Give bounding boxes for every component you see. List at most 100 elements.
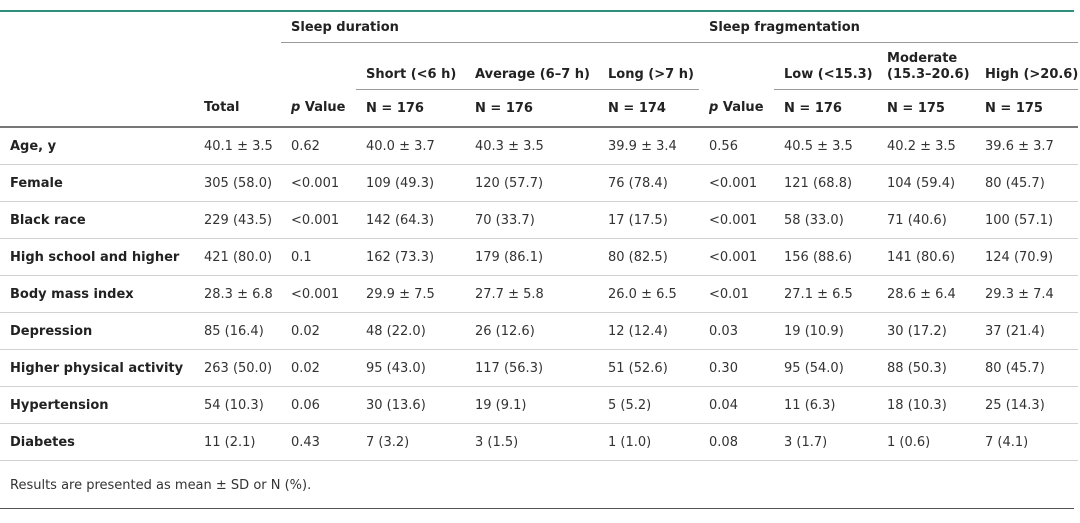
subheader-average: Average (6–7 h)	[465, 42, 598, 90]
group-header-sleep-duration: Sleep duration	[281, 12, 700, 43]
table-row: Hypertension 54 (10.3) 0.06 30 (13.6) 19 (9.…	[0, 386, 1079, 424]
column-header-n-average: N = 176	[465, 89, 598, 128]
column-header-total: Total	[194, 89, 281, 128]
cell-p-dur: 0.06	[281, 386, 356, 424]
cell-p-frag: 0.30	[699, 349, 775, 387]
cell-total: 85 (16.4)	[194, 312, 281, 350]
cell-p-dur: <0.001	[281, 201, 356, 239]
cell-total: 229 (43.5)	[194, 201, 281, 239]
cell-average: 19 (9.1)	[465, 386, 598, 424]
cell-high: 37 (21.4)	[975, 312, 1079, 350]
cell-average: 40.3 ± 3.5	[465, 127, 598, 165]
cell-short: 40.0 ± 3.7	[356, 127, 465, 165]
cell-high: 124 (70.9)	[975, 238, 1079, 276]
baseline-characteristics-table: Sleep duration Sleep fragmentation Short…	[0, 12, 1079, 461]
cell-low: 95 (54.0)	[774, 349, 878, 387]
subheader-high: High (>20.6)	[975, 42, 1079, 90]
cell-label: Hypertension	[0, 386, 194, 424]
cell-high: 39.6 ± 3.7	[975, 127, 1079, 165]
table-footnote: Results are presented as mean ± SD or N …	[10, 478, 312, 493]
table-row: Female 305 (58.0) <0.001 109 (49.3) 120 (57.…	[0, 164, 1079, 202]
cell-total: 11 (2.1)	[194, 423, 281, 461]
subheader-long: Long (>7 h)	[598, 42, 700, 90]
cell-p-dur: 0.43	[281, 423, 356, 461]
cell-p-frag: 0.03	[699, 312, 775, 350]
cell-long: 76 (78.4)	[598, 164, 700, 202]
cell-total: 263 (50.0)	[194, 349, 281, 387]
cell-moderate: 141 (80.6)	[877, 238, 976, 276]
cell-long: 17 (17.5)	[598, 201, 700, 239]
cell-label: Higher physical activity	[0, 349, 194, 387]
cell-p-dur: 0.02	[281, 349, 356, 387]
cell-short: 162 (73.3)	[356, 238, 465, 276]
cell-low: 3 (1.7)	[774, 423, 878, 461]
cell-low: 156 (88.6)	[774, 238, 878, 276]
cell-short: 7 (3.2)	[356, 423, 465, 461]
cell-average: 70 (33.7)	[465, 201, 598, 239]
cell-average: 117 (56.3)	[465, 349, 598, 387]
cell-p-dur: <0.001	[281, 164, 356, 202]
table-row: Depression 85 (16.4) 0.02 48 (22.0) 26 (12.6…	[0, 312, 1079, 350]
subheader-short: Short (<6 h)	[356, 42, 465, 90]
table-body: Age, y 40.1 ± 3.5 0.62 40.0 ± 3.7 40.3 ± 3.5…	[0, 127, 1079, 461]
table-row: Age, y 40.1 ± 3.5 0.62 40.0 ± 3.7 40.3 ± 3.5…	[0, 127, 1079, 165]
cell-total: 54 (10.3)	[194, 386, 281, 424]
cell-p-frag: <0.01	[699, 275, 775, 313]
cell-p-frag: <0.001	[699, 201, 775, 239]
cell-low: 27.1 ± 6.5	[774, 275, 878, 313]
cell-p-frag: <0.001	[699, 238, 775, 276]
cell-p-frag: 0.04	[699, 386, 775, 424]
cell-high: 7 (4.1)	[975, 423, 1079, 461]
cell-long: 1 (1.0)	[598, 423, 700, 461]
cell-short: 95 (43.0)	[356, 349, 465, 387]
cell-p-frag: 0.56	[699, 127, 775, 165]
table-row: Higher physical activity 263 (50.0) 0.02 95…	[0, 349, 1079, 387]
subheader-low: Low (<15.3)	[774, 42, 878, 90]
table-row: Body mass index 28.3 ± 6.8 <0.001 29.9 ± 7.…	[0, 275, 1079, 313]
cell-high: 29.3 ± 7.4	[975, 275, 1079, 313]
subheader-moderate-line2: (15.3–20.6)	[887, 67, 970, 82]
column-header-n-moderate: N = 175	[877, 89, 976, 128]
cell-total: 40.1 ± 3.5	[194, 127, 281, 165]
cell-long: 5 (5.2)	[598, 386, 700, 424]
cell-p-dur: 0.62	[281, 127, 356, 165]
cell-average: 3 (1.5)	[465, 423, 598, 461]
group-header-sleep-fragmentation: Sleep fragmentation	[699, 12, 1079, 43]
cell-long: 12 (12.4)	[598, 312, 700, 350]
cell-short: 109 (49.3)	[356, 164, 465, 202]
cell-label: Body mass index	[0, 275, 194, 313]
cell-p-frag: 0.08	[699, 423, 775, 461]
cell-high: 100 (57.1)	[975, 201, 1079, 239]
cell-high: 80 (45.7)	[975, 349, 1079, 387]
cell-moderate: 18 (10.3)	[877, 386, 976, 424]
table-bottom-rule	[0, 508, 1074, 509]
cell-low: 11 (6.3)	[774, 386, 878, 424]
cell-moderate: 28.6 ± 6.4	[877, 275, 976, 313]
cell-high: 25 (14.3)	[975, 386, 1079, 424]
table-row: High school and higher 421 (80.0) 0.1 162 (…	[0, 238, 1079, 276]
cell-average: 27.7 ± 5.8	[465, 275, 598, 313]
cell-short: 29.9 ± 7.5	[356, 275, 465, 313]
cell-moderate: 30 (17.2)	[877, 312, 976, 350]
column-header-n-low: N = 176	[774, 89, 878, 128]
cell-label: Female	[0, 164, 194, 202]
column-header-n-short: N = 176	[356, 89, 465, 128]
cell-label: Diabetes	[0, 423, 194, 461]
cell-low: 58 (33.0)	[774, 201, 878, 239]
subheader-moderate-line1: Moderate	[887, 51, 958, 66]
table-header: Sleep duration Sleep fragmentation Short…	[0, 12, 1079, 128]
cell-short: 142 (64.3)	[356, 201, 465, 239]
column-header-n-high: N = 175	[975, 89, 1079, 128]
cell-moderate: 88 (50.3)	[877, 349, 976, 387]
cell-average: 26 (12.6)	[465, 312, 598, 350]
cell-label: Depression	[0, 312, 194, 350]
cell-long: 26.0 ± 6.5	[598, 275, 700, 313]
cell-label: Black race	[0, 201, 194, 239]
cell-long: 51 (52.6)	[598, 349, 700, 387]
cell-p-dur: 0.02	[281, 312, 356, 350]
table-row: Diabetes 11 (2.1) 0.43 7 (3.2) 3 (1.5) 1 (1.0…	[0, 423, 1079, 461]
cell-low: 40.5 ± 3.5	[774, 127, 878, 165]
cell-short: 48 (22.0)	[356, 312, 465, 350]
cell-total: 28.3 ± 6.8	[194, 275, 281, 313]
cell-long: 80 (82.5)	[598, 238, 700, 276]
